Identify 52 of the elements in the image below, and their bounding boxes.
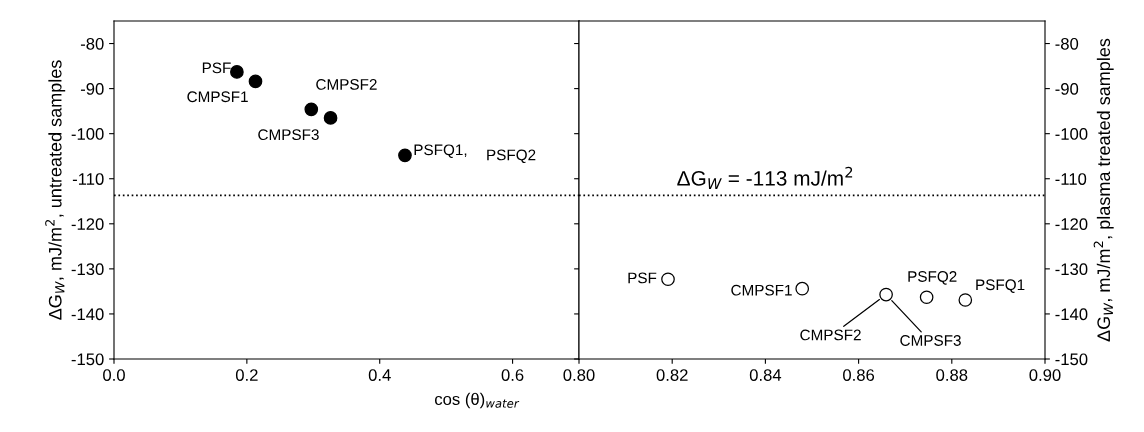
- annotation: CMPSF3: [258, 129, 319, 141]
- x-tick-label: 0.80: [563, 369, 595, 381]
- y-tick-label: -80: [1055, 37, 1079, 50]
- point: [230, 65, 244, 79]
- annotation: CMPSF1: [731, 284, 792, 296]
- y-tick-label: -140: [1055, 308, 1088, 321]
- x-tick-label: 0.90: [1029, 369, 1061, 381]
- annotation: PSFQ1: [976, 279, 1025, 293]
- annotation: PSFQ2: [908, 271, 957, 285]
- x-axis-title: cos (θ)$_{water}$: [434, 392, 520, 409]
- y-tick-label: -150: [71, 353, 104, 366]
- y-tick-label: -150: [1055, 353, 1088, 366]
- x-tick-label: 0.2: [235, 369, 258, 381]
- annotation: ΔG$_{W}$ = -113 mJ/m$^{2}$: [677, 166, 853, 189]
- y-axis-title: ΔG$_{W}$, mJ/m$^{2}$, untreated samples: [45, 60, 66, 320]
- point: [304, 102, 319, 117]
- point: [879, 287, 893, 302]
- y-axis-title: ΔG$_{W}$, mJ/m$^{2}$, plasma treated samples: [1093, 38, 1114, 342]
- annotation: CMPSF3: [900, 335, 961, 346]
- point: [958, 293, 973, 307]
- x-tick-label: 0.86: [843, 369, 875, 381]
- annotation: PSFQ2: [487, 149, 536, 164]
- annotation: PSF: [628, 272, 657, 284]
- annotation: CMPSF2: [800, 329, 861, 341]
- x-tick-label: 0.6: [501, 369, 524, 381]
- y-tick-label: -90: [1055, 83, 1079, 95]
- point: [323, 111, 338, 125]
- y-tick-label: -130: [1055, 263, 1088, 276]
- point: [661, 272, 675, 287]
- x-tick-label: 0.4: [368, 369, 391, 381]
- y-tick-label: -90: [80, 83, 104, 95]
- x-tick-label: 0.88: [936, 369, 968, 381]
- y-tick-label: -120: [1055, 218, 1088, 230]
- y-tick-label: -110: [1055, 173, 1087, 185]
- point: [248, 74, 263, 89]
- x-tick-label: 0.82: [656, 369, 688, 381]
- y-tick-label: -100: [71, 128, 104, 140]
- annotation: PSF: [202, 62, 231, 74]
- y-tick-label: -80: [80, 37, 104, 50]
- annotation: CMPSF1: [187, 91, 248, 103]
- point: [795, 281, 810, 296]
- y-tick-label: -110: [72, 173, 104, 185]
- point: [919, 290, 934, 305]
- y-tick-label: -130: [71, 263, 104, 276]
- y-tick-label: -120: [71, 218, 104, 230]
- point: [398, 148, 412, 163]
- x-tick-label: 0.84: [749, 369, 782, 381]
- x-tick-label: 0.0: [103, 369, 125, 381]
- y-tick-label: -100: [1055, 128, 1088, 140]
- annotation: PSFQ1,: [414, 144, 467, 158]
- y-tick-label: -140: [71, 308, 104, 321]
- annotation: CMPSF2: [316, 79, 377, 90]
